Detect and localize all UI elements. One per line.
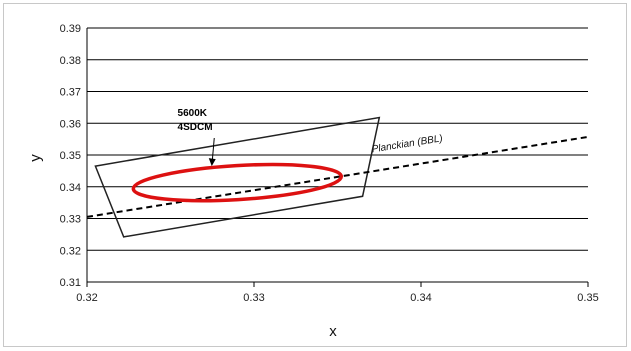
annotation-text: 5600K: [178, 108, 208, 119]
y-tick-label: 0.31: [60, 277, 81, 289]
gridlines: [86, 27, 589, 287]
x-axis-label: x: [329, 323, 337, 340]
x-tick-label: 0.32: [76, 292, 97, 304]
x-tick-label: 0.35: [577, 292, 598, 304]
color-ellipse: [131, 162, 344, 203]
y-tick-labels: 0.31 0.32 0.33 0.34 0.35 0.36 0.37 0.38 0.39: [60, 23, 81, 289]
x-tick-label: 0.34: [410, 292, 431, 304]
planckian-bbl-line: [86, 135, 589, 218]
y-tick-label: 0.35: [60, 150, 81, 162]
tolerance-quadrangle: [94, 116, 381, 238]
y-tick-label: 0.36: [60, 118, 81, 130]
annotation-text: 4SDCM: [178, 122, 213, 133]
planckian-label: Planckian (BBL): [371, 133, 444, 155]
y-tick-label: 0.38: [60, 55, 81, 67]
chart-frame: [3, 3, 627, 347]
annotation-arrow: [211, 137, 215, 162]
plot-marks: Planckian (BBL) 5600K 4SDCM: [86, 108, 589, 238]
y-tick-label: 0.34: [60, 182, 81, 194]
x-tick-labels: 0.32 0.33 0.34 0.35: [76, 292, 598, 304]
x-tick-label: 0.33: [243, 292, 264, 304]
y-tick-label: 0.39: [60, 23, 81, 35]
y-tick-label: 0.37: [60, 87, 81, 99]
y-tick-label: 0.32: [60, 245, 81, 257]
annotation-arrowhead: [208, 158, 216, 167]
y-axis-label: y: [27, 154, 44, 162]
y-tick-label: 0.33: [60, 214, 81, 226]
